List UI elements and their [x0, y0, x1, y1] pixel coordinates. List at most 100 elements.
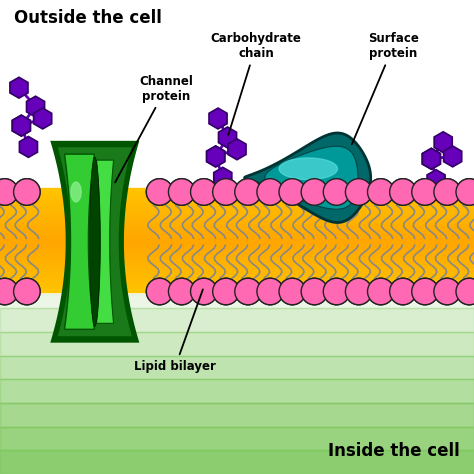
Circle shape: [168, 278, 195, 305]
Circle shape: [168, 179, 195, 205]
Bar: [0, 246, 474, 250]
Text: Surface
protein: Surface protein: [352, 32, 419, 145]
Bar: [0, 212, 474, 216]
Circle shape: [14, 179, 40, 205]
Bar: [0, 284, 474, 288]
Polygon shape: [422, 148, 440, 169]
Bar: [0, 205, 474, 209]
Ellipse shape: [71, 182, 81, 202]
Polygon shape: [265, 146, 358, 209]
Circle shape: [235, 278, 261, 305]
Bar: [0, 243, 474, 247]
Circle shape: [346, 278, 372, 305]
Polygon shape: [12, 115, 30, 136]
Bar: [0, 270, 474, 274]
Circle shape: [213, 278, 239, 305]
Circle shape: [191, 278, 217, 305]
Bar: [0, 249, 474, 254]
Bar: [0, 427, 474, 450]
Polygon shape: [434, 132, 452, 153]
Polygon shape: [52, 142, 137, 341]
Circle shape: [456, 179, 474, 205]
Circle shape: [412, 179, 438, 205]
Circle shape: [456, 278, 474, 305]
Circle shape: [367, 278, 394, 305]
Bar: [0, 198, 474, 202]
Text: Inside the cell: Inside the cell: [328, 442, 460, 460]
Polygon shape: [56, 146, 133, 337]
Circle shape: [301, 278, 328, 305]
Bar: [0, 226, 474, 230]
Circle shape: [456, 179, 474, 205]
Circle shape: [14, 179, 40, 205]
Polygon shape: [207, 146, 225, 167]
Circle shape: [412, 278, 438, 305]
Circle shape: [146, 278, 173, 305]
Polygon shape: [19, 137, 37, 157]
Bar: [0, 219, 474, 223]
Bar: [0, 294, 474, 308]
Circle shape: [146, 179, 173, 205]
Circle shape: [279, 179, 306, 205]
Polygon shape: [64, 154, 94, 329]
Polygon shape: [209, 108, 227, 129]
Circle shape: [390, 278, 416, 305]
Bar: [0, 222, 474, 226]
Polygon shape: [12, 115, 30, 136]
Bar: [0, 188, 474, 192]
Bar: [0, 201, 474, 206]
Bar: [0, 281, 474, 285]
Polygon shape: [34, 108, 52, 129]
Circle shape: [213, 278, 239, 305]
Circle shape: [434, 179, 460, 205]
Circle shape: [323, 179, 350, 205]
Text: Outside the cell: Outside the cell: [14, 9, 162, 27]
Circle shape: [0, 179, 18, 205]
Circle shape: [456, 278, 474, 305]
Circle shape: [390, 179, 416, 205]
Circle shape: [323, 278, 350, 305]
Circle shape: [146, 278, 173, 305]
Polygon shape: [10, 77, 28, 98]
Circle shape: [412, 179, 438, 205]
Circle shape: [323, 278, 350, 305]
Circle shape: [346, 278, 372, 305]
Bar: [0, 273, 474, 278]
Polygon shape: [422, 148, 440, 169]
Bar: [0, 267, 474, 271]
Circle shape: [0, 179, 18, 205]
Polygon shape: [207, 146, 225, 167]
Circle shape: [14, 278, 40, 305]
Circle shape: [168, 278, 195, 305]
Bar: [0, 450, 474, 474]
Circle shape: [434, 179, 460, 205]
Circle shape: [235, 179, 261, 205]
Bar: [0, 379, 474, 403]
Ellipse shape: [90, 157, 100, 326]
Circle shape: [279, 278, 306, 305]
Circle shape: [213, 179, 239, 205]
Bar: [0, 356, 474, 379]
Polygon shape: [444, 146, 462, 167]
Circle shape: [346, 179, 372, 205]
Circle shape: [235, 179, 261, 205]
Bar: [0, 208, 474, 212]
Circle shape: [367, 278, 394, 305]
Circle shape: [367, 179, 394, 205]
Circle shape: [367, 179, 394, 205]
Circle shape: [0, 278, 18, 305]
Circle shape: [434, 278, 460, 305]
Circle shape: [434, 278, 460, 305]
Circle shape: [257, 278, 283, 305]
Text: Lipid bilayer: Lipid bilayer: [135, 290, 216, 373]
Text: Channel
protein: Channel protein: [115, 74, 193, 182]
Text: Carbohydrate
chain: Carbohydrate chain: [210, 32, 301, 135]
Polygon shape: [245, 133, 371, 222]
Circle shape: [235, 278, 261, 305]
Circle shape: [257, 179, 283, 205]
Circle shape: [301, 179, 328, 205]
Bar: [0, 403, 474, 427]
Bar: [0, 277, 474, 281]
Bar: [0, 191, 474, 195]
Circle shape: [346, 179, 372, 205]
